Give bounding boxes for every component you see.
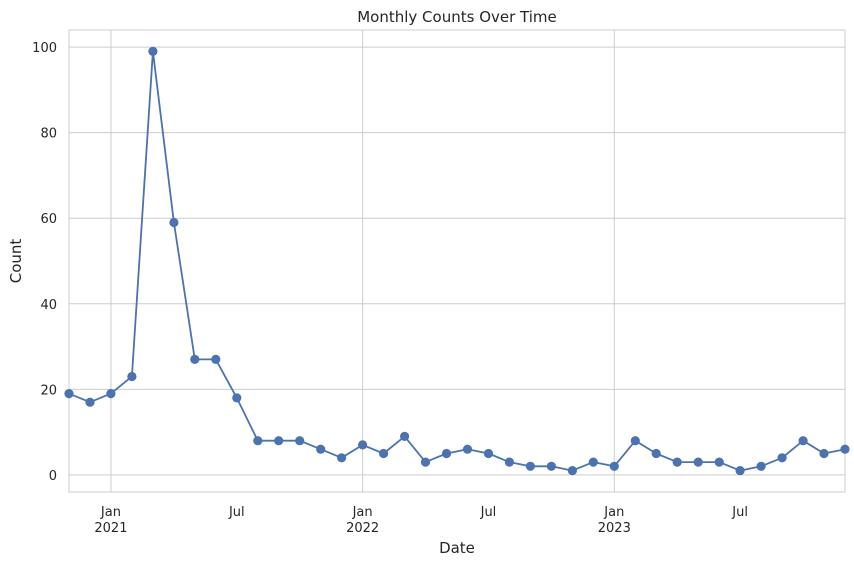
data-point (148, 46, 158, 57)
series-layer (64, 46, 850, 476)
data-point (609, 461, 619, 471)
x-tick-year-label: 2021 (94, 521, 127, 536)
x-tick-label: Jan (100, 505, 121, 520)
data-point (379, 448, 389, 459)
y-tick-label: 0 (49, 469, 57, 484)
data-point (274, 436, 284, 446)
y-tick-label: 20 (40, 383, 57, 398)
data-point (85, 397, 95, 407)
data-point (840, 444, 850, 454)
data-point (798, 436, 808, 446)
x-tick-year-label: 2022 (346, 521, 379, 536)
chart-title: Monthly Counts Over Time (357, 8, 557, 26)
data-point (420, 457, 431, 467)
data-point (253, 436, 263, 446)
y-tick-label: 60 (40, 212, 57, 227)
data-point (232, 393, 242, 403)
data-point (525, 461, 536, 471)
x-tick-label: Jul (228, 505, 245, 520)
data-point (127, 371, 137, 382)
x-tick-year-label: 2023 (598, 521, 631, 536)
x-tick-label: Jan (603, 505, 624, 520)
data-point (651, 448, 661, 459)
x-axis-label: Date (439, 539, 475, 557)
data-point (441, 448, 452, 459)
y-tick-label: 40 (40, 298, 57, 313)
data-point (64, 389, 74, 399)
x-tick-label: Jul (480, 505, 497, 520)
data-point (169, 217, 179, 228)
data-point (337, 453, 347, 463)
data-point (546, 461, 557, 471)
data-point (672, 457, 682, 467)
plot-background (69, 30, 845, 492)
x-tick-label: Jul (731, 505, 748, 520)
data-point (295, 436, 305, 446)
data-point (567, 466, 578, 476)
data-point (756, 461, 766, 471)
plot-frame (68, 29, 846, 493)
data-point (714, 457, 724, 467)
data-point (358, 440, 368, 450)
data-point (190, 354, 200, 364)
data-point (504, 457, 514, 467)
data-point (483, 448, 494, 459)
y-tick-label: 100 (32, 41, 57, 56)
data-point (462, 444, 473, 454)
data-point (106, 389, 116, 399)
y-axis: 0 20 40 60 80 100 (32, 41, 57, 484)
data-point (693, 457, 703, 467)
grid (69, 30, 845, 492)
x-tick-label: Jan (352, 505, 373, 520)
data-point (630, 436, 640, 446)
data-point (211, 354, 221, 364)
y-tick-label: 80 (40, 127, 57, 142)
data-point (316, 444, 326, 454)
data-point (400, 431, 410, 441)
data-point (819, 448, 829, 459)
data-point (588, 457, 598, 467)
data-point (777, 453, 787, 463)
data-point (735, 466, 745, 476)
y-axis-label: Count (7, 239, 25, 284)
